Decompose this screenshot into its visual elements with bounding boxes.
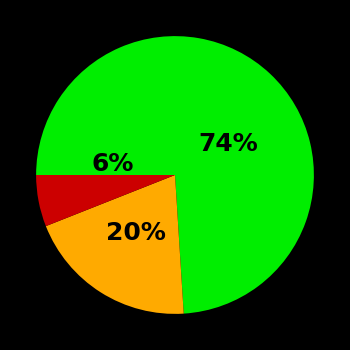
- Wedge shape: [46, 175, 184, 314]
- Wedge shape: [36, 175, 175, 226]
- Text: 20%: 20%: [106, 221, 166, 245]
- Wedge shape: [36, 36, 314, 314]
- Text: 6%: 6%: [91, 152, 134, 176]
- Text: 74%: 74%: [198, 132, 258, 156]
